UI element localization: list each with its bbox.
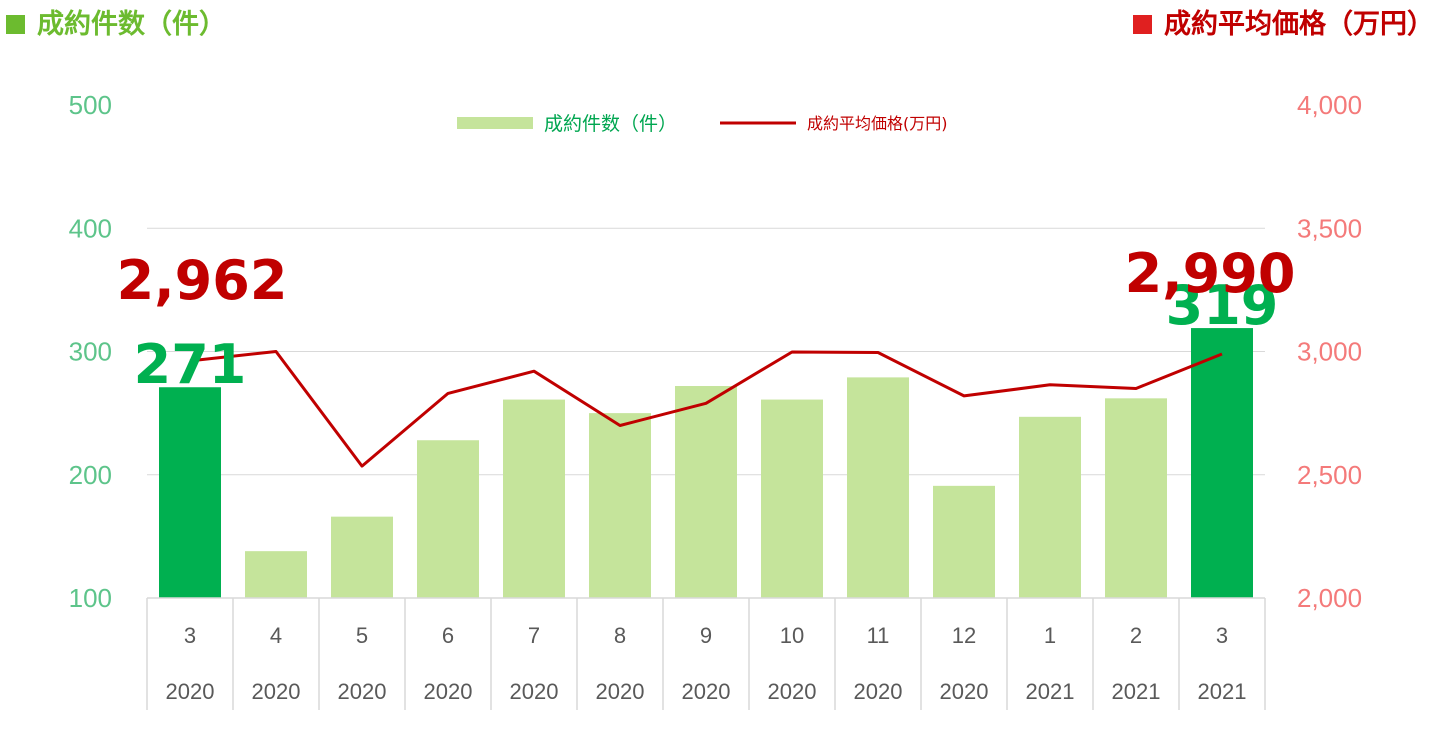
right-tick-label: 3,000 [1297, 337, 1362, 367]
month-tick-label: 4 [270, 623, 282, 648]
month-tick-label: 6 [442, 623, 454, 648]
line-series [189, 350, 1223, 468]
bar [245, 551, 307, 598]
bar-data-label: 271 [134, 333, 247, 396]
bar [417, 440, 479, 598]
bar-data-label: 319 [1166, 274, 1279, 337]
bar [331, 516, 393, 598]
month-tick-label: 5 [356, 623, 368, 648]
year-tick-label: 2020 [424, 679, 473, 704]
bar [761, 399, 823, 598]
bar [1105, 398, 1167, 598]
month-tick-label: 8 [614, 623, 626, 648]
left-tick-label: 300 [69, 337, 112, 367]
year-tick-label: 2020 [768, 679, 817, 704]
bar [159, 387, 221, 598]
bar [847, 377, 909, 598]
year-tick-label: 2020 [854, 679, 903, 704]
bar [589, 413, 651, 598]
month-tick-label: 10 [780, 623, 804, 648]
year-tick-label: 2020 [510, 679, 559, 704]
right-tick-label: 3,500 [1297, 213, 1362, 243]
year-tick-label: 2020 [252, 679, 301, 704]
year-tick-label: 2020 [338, 679, 387, 704]
month-tick-label: 1 [1044, 623, 1056, 648]
legend-bar-swatch [457, 117, 533, 129]
left-tick-label: 100 [69, 583, 112, 613]
year-tick-label: 2020 [596, 679, 645, 704]
month-tick-label: 7 [528, 623, 540, 648]
left-tick-label: 500 [69, 90, 112, 120]
month-tick-label: 9 [700, 623, 712, 648]
right-axis-title: 成約平均価格（万円） [1133, 2, 1434, 41]
month-tick-label: 12 [952, 623, 976, 648]
axes: 100 200 300 400 500 2,000 2,500 3,000 3,500 4,000… [69, 90, 1362, 710]
bar [933, 485, 995, 598]
legend-line-label: 成約平均価格(万円) [807, 114, 948, 133]
green-square-icon [6, 15, 25, 34]
bar-series [159, 328, 1253, 598]
left-tick-label: 200 [69, 460, 112, 490]
month-tick-label: 11 [867, 623, 890, 648]
left-tick-label: 400 [69, 213, 112, 243]
left-axis-title: 成約件数（件） [6, 2, 226, 41]
month-tick-label: 2 [1130, 623, 1142, 648]
right-tick-label: 4,000 [1297, 90, 1362, 120]
year-tick-label: 2021 [1026, 679, 1075, 704]
legend-bar-label: 成約件数（件） [544, 113, 677, 135]
year-tick-label: 2020 [166, 679, 215, 704]
line-data-label: 2,962 [117, 249, 288, 312]
price-line [189, 350, 1223, 468]
month-tick-label: 3 [1216, 623, 1228, 648]
bar [503, 399, 565, 598]
year-tick-label: 2020 [682, 679, 731, 704]
line-data-label: 2,990 [1125, 242, 1296, 305]
bar [1191, 328, 1253, 598]
month-tick-label: 3 [184, 623, 196, 648]
right-tick-label: 2,500 [1297, 460, 1362, 490]
red-square-icon [1133, 15, 1152, 34]
bar [1019, 416, 1081, 598]
year-tick-label: 2021 [1198, 679, 1247, 704]
left-axis-title-text: 成約件数（件） [37, 9, 226, 40]
year-tick-label: 2021 [1112, 679, 1161, 704]
year-tick-label: 2020 [940, 679, 989, 704]
right-axis-title-text: 成約平均価格（万円） [1164, 9, 1434, 40]
bar [675, 386, 737, 598]
legend: 成約件数（件） 成約平均価格(万円) [457, 113, 948, 135]
right-tick-label: 2,000 [1297, 583, 1362, 613]
